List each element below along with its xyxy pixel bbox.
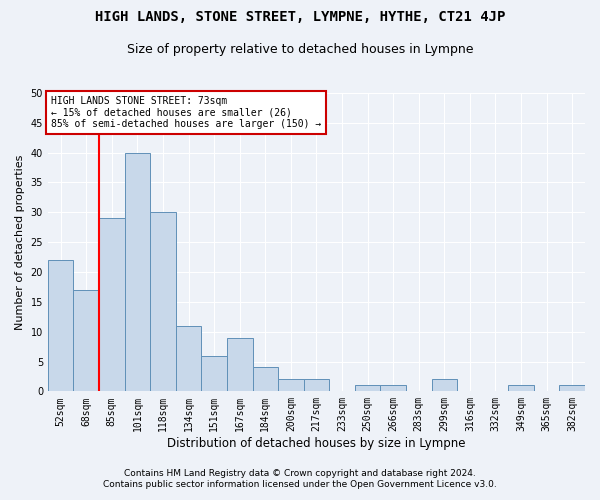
Bar	[508, 386, 534, 392]
Bar	[99, 218, 125, 392]
X-axis label: Distribution of detached houses by size in Lympne: Distribution of detached houses by size …	[167, 437, 466, 450]
Bar	[559, 386, 585, 392]
Bar	[125, 152, 150, 392]
Bar	[202, 356, 227, 392]
Bar	[48, 260, 73, 392]
Bar	[73, 290, 99, 392]
Bar	[304, 380, 329, 392]
Y-axis label: Number of detached properties: Number of detached properties	[15, 154, 25, 330]
Text: Contains HM Land Registry data © Crown copyright and database right 2024.: Contains HM Land Registry data © Crown c…	[124, 468, 476, 477]
Text: Contains public sector information licensed under the Open Government Licence v3: Contains public sector information licen…	[103, 480, 497, 489]
Bar	[150, 212, 176, 392]
Text: Size of property relative to detached houses in Lympne: Size of property relative to detached ho…	[127, 42, 473, 56]
Bar	[355, 386, 380, 392]
Bar	[380, 386, 406, 392]
Bar	[431, 380, 457, 392]
Bar	[278, 380, 304, 392]
Bar	[227, 338, 253, 392]
Text: HIGH LANDS STONE STREET: 73sqm
← 15% of detached houses are smaller (26)
85% of : HIGH LANDS STONE STREET: 73sqm ← 15% of …	[50, 96, 321, 129]
Bar	[253, 368, 278, 392]
Text: HIGH LANDS, STONE STREET, LYMPNE, HYTHE, CT21 4JP: HIGH LANDS, STONE STREET, LYMPNE, HYTHE,…	[95, 10, 505, 24]
Bar	[176, 326, 202, 392]
